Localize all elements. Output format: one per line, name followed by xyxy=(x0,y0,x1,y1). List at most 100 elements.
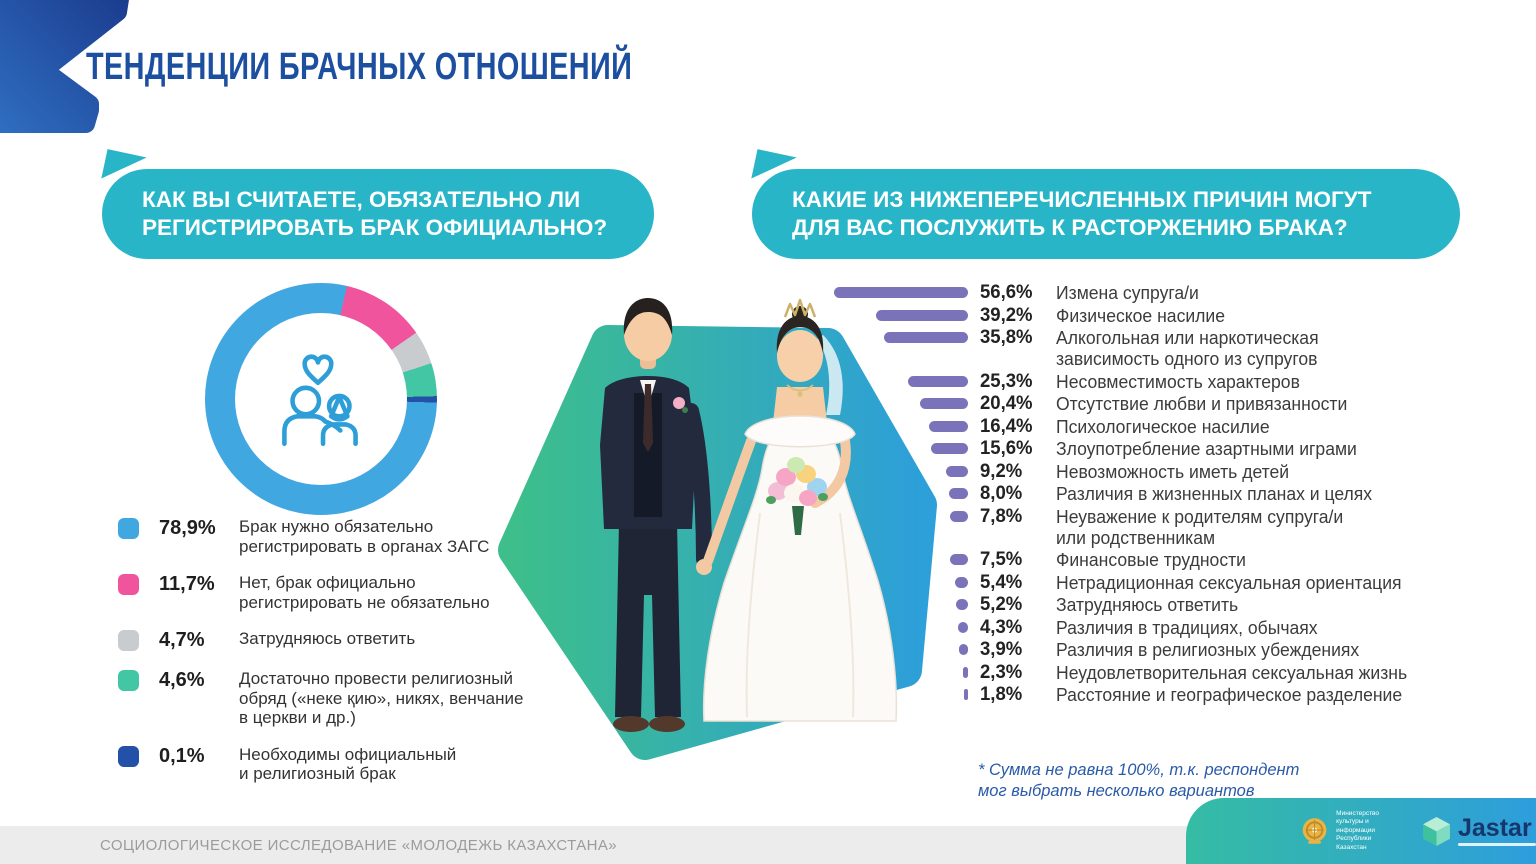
legend-value: 0,1% xyxy=(159,744,205,767)
legend-label: Брак нужно обязательно регистрировать в … xyxy=(239,517,490,556)
bar-row: 39,2% Физическое насилие xyxy=(828,304,1426,326)
groom-figure xyxy=(600,298,712,732)
legend-swatch xyxy=(118,745,139,767)
bar-cell xyxy=(828,549,968,565)
jastar-tagline xyxy=(1458,842,1536,846)
bar-label: Финансовые трудности xyxy=(1056,549,1246,570)
bar-cell xyxy=(828,371,968,387)
legend-item: 11,7% Нет, брак официально регистрироват… xyxy=(118,573,558,612)
legend-value: 78,9% xyxy=(159,517,216,539)
bar-row: 25,3% Несовместимость характеров xyxy=(828,369,1426,392)
bar xyxy=(883,332,968,343)
ministry-name: Министерство культуры и информации Респу… xyxy=(1336,809,1380,851)
bar-row: 5,4% Нетрадиционная сексуальная ориентац… xyxy=(828,571,1426,593)
question-bubble-divorce-reasons: КАКИЕ ИЗ НИЖЕПЕРЕЧИСЛЕННЫХ ПРИЧИН МОГУТ … xyxy=(751,149,1460,259)
bar-label: Физическое насилие xyxy=(1056,304,1226,326)
bar-row: 16,4% Психологическое насилие xyxy=(828,414,1426,437)
bar xyxy=(931,443,968,454)
bar-row: 2,3% Неудовлетворительная сексуальная жи… xyxy=(828,661,1426,683)
bouquet xyxy=(766,457,828,535)
bar xyxy=(834,287,968,298)
bar-row: 15,6% Злоупотребление азартными играми xyxy=(828,438,1426,459)
jastar-logo: Jastar xyxy=(1423,813,1536,846)
legend-label: Нет, брак официально регистрировать не о… xyxy=(239,573,490,612)
bar-value: 1,8% xyxy=(980,683,1023,705)
jastar-cube-icon xyxy=(1423,816,1450,846)
bar-row: 35,8% Алкогольная или наркотическая зави… xyxy=(828,327,1426,369)
bar xyxy=(949,510,968,522)
bar-cell xyxy=(828,662,968,678)
bar-value: 16,4% xyxy=(980,414,1033,437)
question-bubble-marriage-registration: КАК ВЫ СЧИТАЕТЕ, ОБЯЗАТЕЛЬНО ЛИ РЕГИСТРИ… xyxy=(101,149,654,259)
bar-value: 20,4% xyxy=(980,392,1033,414)
bar-cell xyxy=(828,639,968,655)
bar-label: Затрудняюсь ответить xyxy=(1056,594,1239,615)
bar-label: Неуважение к родителям супруга/и или род… xyxy=(1056,505,1344,548)
legend-value: 4,7% xyxy=(159,629,205,651)
bar xyxy=(929,420,968,432)
bar-cell xyxy=(828,594,968,610)
bar-label: Алкогольная или наркотическая зависимост… xyxy=(1056,327,1319,369)
bar xyxy=(958,644,968,655)
bar-label: Различия в традициях, обычаях xyxy=(1056,616,1318,638)
bar-value: 7,5% xyxy=(980,548,1023,570)
bar-label: Злоупотребление азартными играми xyxy=(1056,438,1357,459)
bar-value: 9,2% xyxy=(980,459,1023,482)
bar-row: 7,8% Неуважение к родителям супруга/и ил… xyxy=(828,504,1426,548)
legend-value: 11,7% xyxy=(159,573,215,595)
bar-cell xyxy=(828,393,968,409)
jastar-brand-name: Jastar xyxy=(1458,813,1532,842)
bar-cell xyxy=(828,684,968,700)
legend-swatch xyxy=(118,670,139,691)
bar-row: 4,3% Различия в традициях, обычаях xyxy=(828,616,1426,638)
bar-cell xyxy=(828,282,968,298)
bar xyxy=(950,554,968,565)
bar xyxy=(949,488,968,499)
bar-cell xyxy=(828,327,968,343)
bar-cell xyxy=(828,506,968,522)
bar xyxy=(963,689,968,700)
bar-row: 1,8% Расстояние и географическое разделе… xyxy=(828,684,1426,705)
couple-heart-icon xyxy=(205,283,437,515)
bar-label: Отсутствие любви и привязанности xyxy=(1056,393,1348,414)
bar-cell xyxy=(828,461,968,477)
legend-value: 4,6% xyxy=(159,669,205,691)
bar xyxy=(875,309,968,321)
bar-value: 15,6% xyxy=(980,437,1033,459)
bar-row: 5,2% Затрудняюсь ответить xyxy=(828,594,1426,615)
bar-cell xyxy=(828,305,968,321)
bar-row: 20,4% Отсутствие любви и привязанности xyxy=(828,393,1426,414)
bar-cell xyxy=(828,572,968,588)
bar-label: Различия в религиозных убеждениях xyxy=(1056,639,1360,660)
bar-cell xyxy=(828,483,968,499)
kazakhstan-emblem-icon xyxy=(1302,818,1327,844)
bar-cell xyxy=(828,416,968,432)
bar-cell xyxy=(828,438,968,454)
divorce-reasons-bar-chart: 56,6% Измена супруга/и 39,2% Физическое … xyxy=(828,282,1426,707)
bubble-tail-icon xyxy=(101,149,147,187)
page-title: ТЕНДЕНЦИИ БРАЧНЫХ ОТНОШЕНИЙ xyxy=(86,46,805,89)
bar xyxy=(955,599,968,610)
bar-value: 25,3% xyxy=(980,369,1033,392)
bar-label: Психологическое насилие xyxy=(1056,415,1270,437)
donut-legend: 78,9% Брак нужно обязательно регистриров… xyxy=(118,517,558,784)
bar xyxy=(955,576,968,588)
question-text-right: КАКИЕ ИЗ НИЖЕПЕРЕЧИСЛЕННЫХ ПРИЧИН МОГУТ … xyxy=(792,187,1372,240)
bar-label: Невозможность иметь детей xyxy=(1056,460,1290,482)
bar-value: 7,8% xyxy=(980,504,1023,527)
logo-plate: Министерство культуры и информации Респу… xyxy=(1186,798,1536,864)
legend-swatch xyxy=(118,574,139,595)
corner-accent-shape xyxy=(0,0,129,133)
legend-item: 0,1% Необходимы официальный и религиозны… xyxy=(118,745,558,784)
question-text-left: КАК ВЫ СЧИТАЕТЕ, ОБЯЗАТЕЛЬНО ЛИ РЕГИСТРИ… xyxy=(142,187,608,240)
bar xyxy=(962,666,968,678)
bar-row: 7,5% Финансовые трудности xyxy=(828,549,1426,570)
bar-value: 56,6% xyxy=(980,281,1033,303)
legend-label: Затрудняюсь ответить xyxy=(239,629,416,648)
legend-item: 78,9% Брак нужно обязательно регистриров… xyxy=(118,517,558,556)
donut-chart xyxy=(205,283,437,515)
bar-row: 8,0% Различия в жизненных планах и целях xyxy=(828,483,1426,504)
legend-swatch xyxy=(118,518,139,539)
legend-label: Достаточно провести религиозный обряд («… xyxy=(239,669,524,727)
bar-value: 5,2% xyxy=(980,593,1023,615)
